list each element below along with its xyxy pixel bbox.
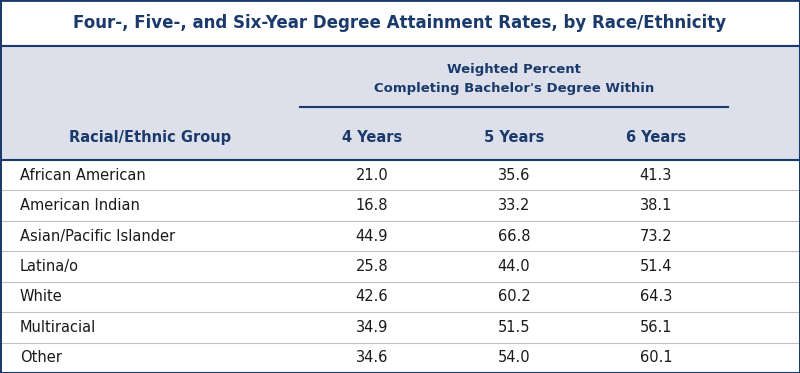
Text: 41.3: 41.3 (640, 168, 672, 183)
Bar (0, 160, 800, 191)
Text: 56.1: 56.1 (640, 320, 672, 335)
Text: 34.6: 34.6 (356, 350, 388, 365)
Text: African American: African American (20, 168, 146, 183)
Text: 34.9: 34.9 (356, 320, 388, 335)
Bar (0, 342, 800, 373)
Text: 5 Years: 5 Years (484, 130, 544, 145)
Bar (0, 0, 800, 46)
Text: 51.5: 51.5 (498, 320, 530, 335)
Text: 44.0: 44.0 (498, 259, 530, 274)
Text: 25.8: 25.8 (356, 259, 388, 274)
Text: 33.2: 33.2 (498, 198, 530, 213)
Text: White: White (20, 289, 62, 304)
Bar (0, 282, 800, 312)
Text: Other: Other (20, 350, 62, 365)
Text: 16.8: 16.8 (356, 198, 388, 213)
Text: 4 Years: 4 Years (342, 130, 402, 145)
Text: Asian/Pacific Islander: Asian/Pacific Islander (20, 229, 175, 244)
Text: 66.8: 66.8 (498, 229, 530, 244)
Bar (0, 46, 800, 160)
Bar (0, 221, 800, 251)
Text: 6 Years: 6 Years (626, 130, 686, 145)
Text: 60.2: 60.2 (498, 289, 530, 304)
Text: Racial/Ethnic Group: Racial/Ethnic Group (69, 130, 231, 145)
Bar (0, 251, 800, 282)
Bar (0, 46, 800, 160)
Text: 64.3: 64.3 (640, 289, 672, 304)
Bar (0, 191, 800, 221)
Text: 54.0: 54.0 (498, 350, 530, 365)
Text: Four-, Five-, and Six-Year Degree Attainment Rates, by Race/Ethnicity: Four-, Five-, and Six-Year Degree Attain… (74, 14, 726, 32)
Text: 42.6: 42.6 (356, 289, 388, 304)
Text: 35.6: 35.6 (498, 168, 530, 183)
Text: 51.4: 51.4 (640, 259, 672, 274)
Text: 21.0: 21.0 (356, 168, 388, 183)
Text: American Indian: American Indian (20, 198, 140, 213)
Text: Multiracial: Multiracial (20, 320, 96, 335)
Text: 60.1: 60.1 (640, 350, 672, 365)
Text: Weighted Percent: Weighted Percent (447, 63, 581, 75)
Text: 44.9: 44.9 (356, 229, 388, 244)
Text: 73.2: 73.2 (640, 229, 672, 244)
Text: Latina/o: Latina/o (20, 259, 79, 274)
Text: Completing Bachelor's Degree Within: Completing Bachelor's Degree Within (374, 82, 654, 95)
Text: 38.1: 38.1 (640, 198, 672, 213)
Bar (0, 312, 800, 342)
